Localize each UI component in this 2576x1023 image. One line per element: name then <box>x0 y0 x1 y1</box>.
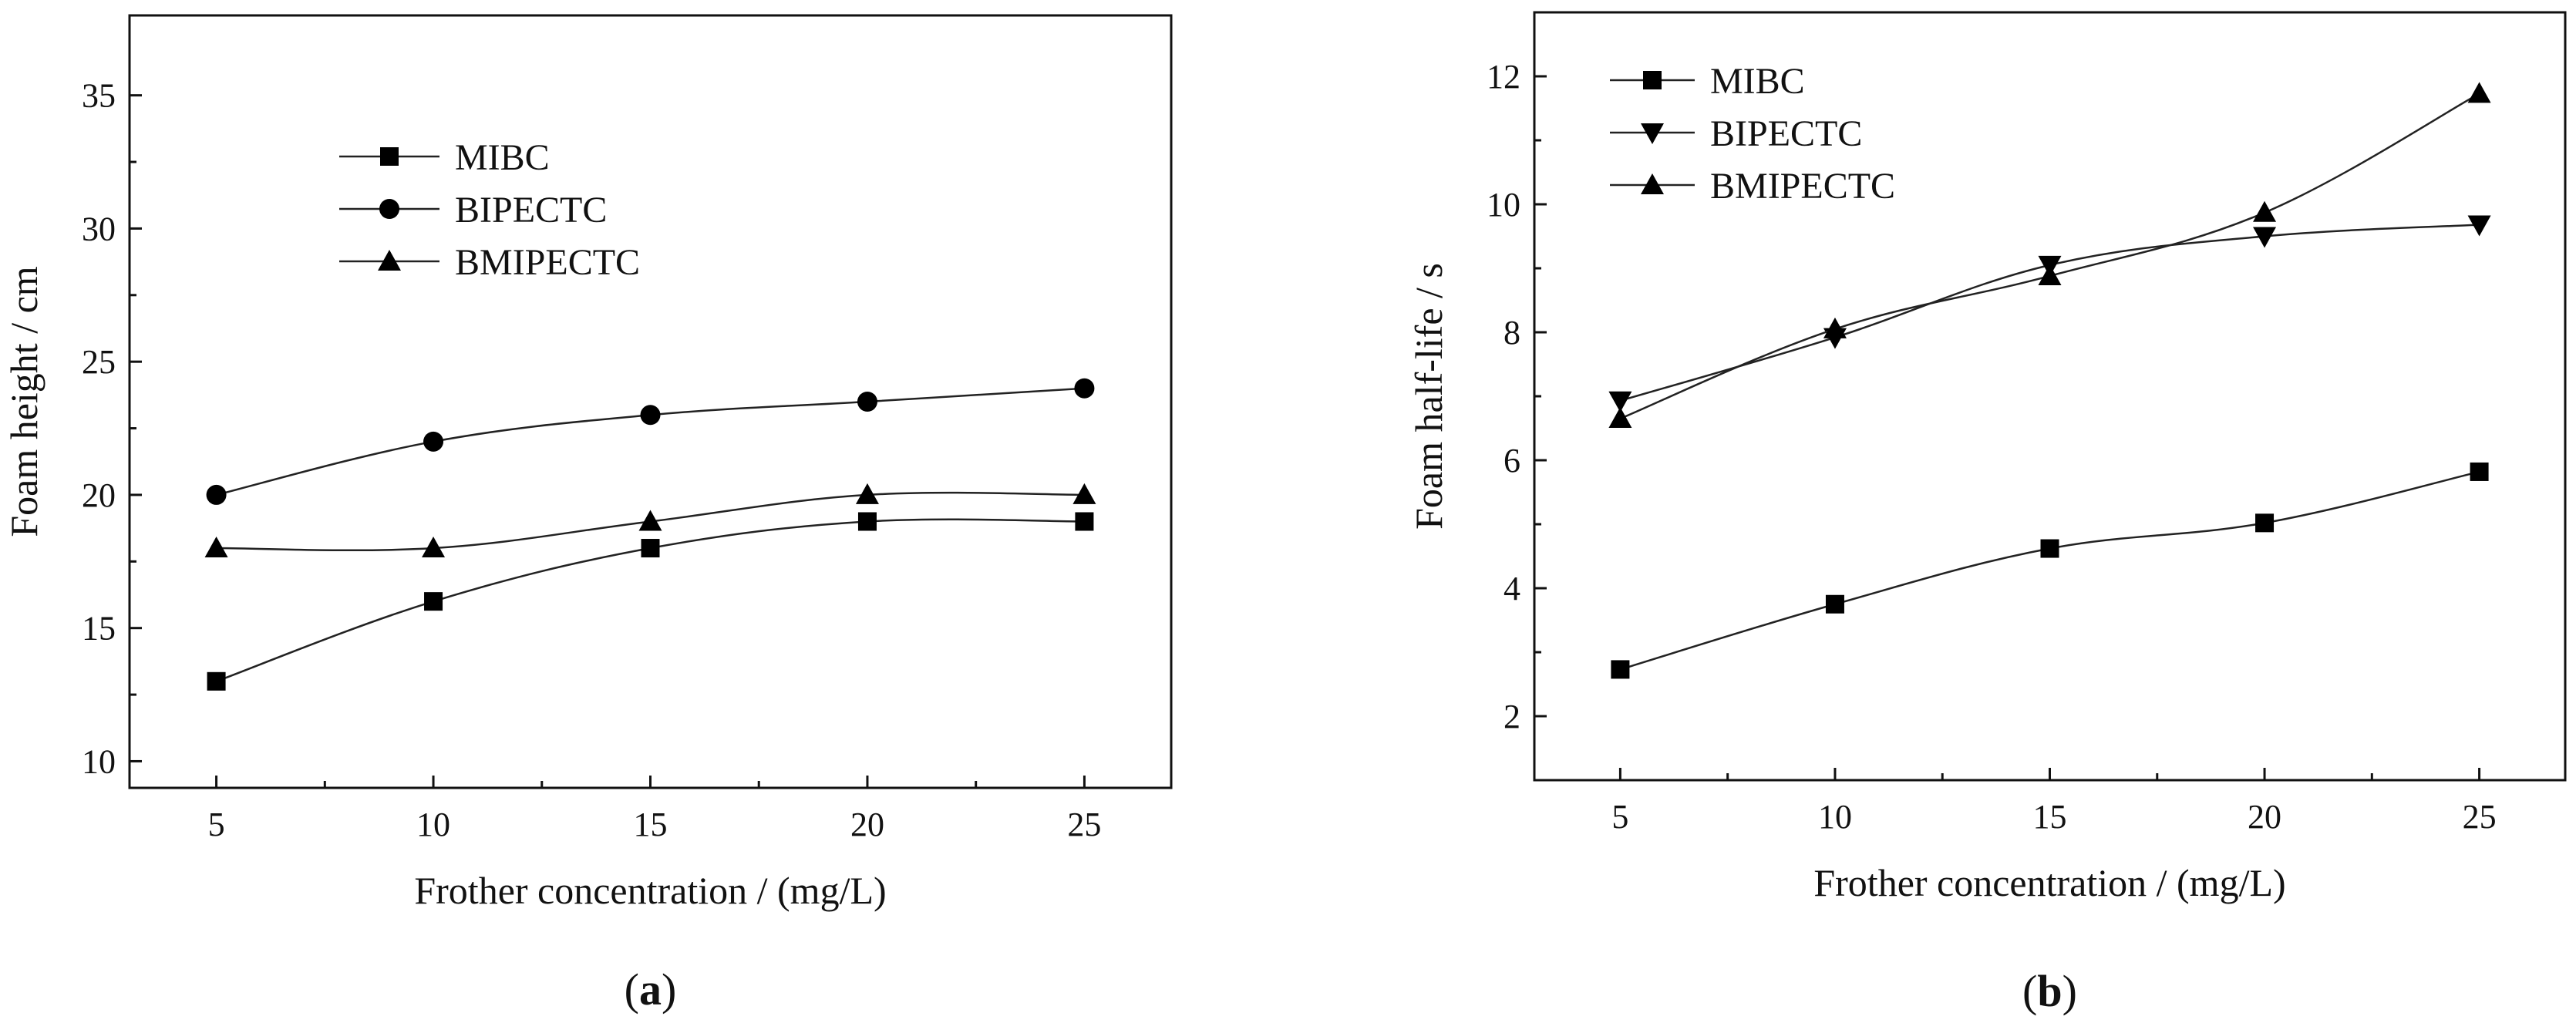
chart-0-panel-label-open: ( <box>625 964 639 1015</box>
chart-0-panel: 5 10 15 20 25 10 15 20 25 30 35 Frother concentrati… <box>2 14 1173 1015</box>
chart-1-legend-marker <box>1641 123 1664 144</box>
chart-0-series-2-point <box>422 537 446 558</box>
chart-1-series-2-point <box>2467 82 2491 103</box>
chart-0-legend-label: BIPECTC <box>455 190 607 231</box>
chart-1-series-0-point <box>2255 513 2275 533</box>
chart-1-y-tick-label: 8 <box>1504 314 1520 352</box>
chart-0-y-tick-label: 15 <box>82 610 116 648</box>
chart-1-y-tick-label: 10 <box>1487 186 1520 224</box>
chart-0-series-1-point <box>1074 378 1095 399</box>
chart-1-x-tick-label: 15 <box>2033 798 2067 836</box>
chart-0-series-0-point <box>207 671 226 691</box>
chart-0-series-1-point <box>206 484 227 505</box>
chart-0-plot-frame <box>128 14 1173 789</box>
chart-1-y-tick-label: 4 <box>1504 570 1520 607</box>
chart-1-x-tick-label: 25 <box>2463 798 2497 836</box>
chart-0-x-tick-label: 15 <box>634 806 668 843</box>
chart-1-series-2-point <box>1608 407 1632 429</box>
chart-0-x-axis-label: Frother concentration / (mg/L) <box>414 869 886 912</box>
chart-1-y-tick-label: 6 <box>1504 442 1520 480</box>
chart-1-series-0-point <box>2470 462 2489 481</box>
chart-0-panel-label: (a) <box>625 964 677 1015</box>
chart-1-series-1-point <box>2253 227 2277 248</box>
chart-0-series-0-point <box>857 512 877 531</box>
chart-0-legend-marker <box>380 147 399 166</box>
chart-1-legend-marker <box>1643 71 1662 89</box>
chart-1-x-axis-label: Frother concentration / (mg/L) <box>1813 861 2285 904</box>
chart-1-panel-label-close: ) <box>2062 966 2077 1016</box>
chart-1-y-axis-label: Foam half-life / s <box>1407 263 1450 530</box>
chart-0-legend-label: BMIPECTC <box>455 242 640 283</box>
chart-1-legend-label: BMIPECTC <box>1710 166 1895 207</box>
chart-1-series-2-point <box>1823 317 1847 338</box>
chart-0-legend: MIBC BIPECTC BMIPECTC <box>339 137 640 283</box>
chart-0-series-2-point <box>855 483 879 504</box>
chart-0-series-0-point <box>424 592 443 611</box>
chart-0-x-tick-label: 10 <box>416 806 450 843</box>
chart-1-y-tick-label: 2 <box>1504 698 1520 735</box>
chart-0-series-2-point <box>1072 483 1096 504</box>
chart-0-series-1-line <box>216 387 1085 496</box>
chart-1-series-1-point <box>1608 391 1632 412</box>
chart-0-series-2-point <box>638 510 662 531</box>
chart-1-panel-label-letter: b <box>2037 966 2062 1016</box>
chart-1-series-0-point <box>1611 660 1630 679</box>
chart-0-legend-marker <box>378 250 401 271</box>
chart-0-panel-label-close: ) <box>662 964 676 1015</box>
chart-0-series-1-point <box>857 392 877 412</box>
chart-1-panel: 5 10 15 20 25 2 4 6 8 10 12 Frother concentration /… <box>1407 11 2567 1016</box>
chart-1-legend-label: MIBC <box>1710 61 1805 102</box>
chart-0-x-tick-label: 25 <box>1067 806 1101 843</box>
chart-0-y-tick-label: 10 <box>82 742 116 780</box>
chart-0-y-tick-label: 30 <box>82 210 116 247</box>
chart-1-legend-label: BIPECTC <box>1710 113 1862 154</box>
chart-1-series-0-point <box>1825 594 1844 614</box>
chart-1-x-tick-label: 5 <box>1611 798 1628 836</box>
chart-0-y-tick-label: 20 <box>82 476 116 514</box>
chart-1-plot-frame <box>1533 11 2567 782</box>
chart-0-legend-label: MIBC <box>455 137 550 178</box>
chart-1-legend-marker <box>1641 173 1664 194</box>
chart-1-x-tick-label: 20 <box>2248 798 2281 836</box>
chart-1-series-2-point <box>2253 200 2277 222</box>
chart-1-series-0-point <box>2040 539 2059 558</box>
chart-0-series-1-point <box>423 431 444 452</box>
chart-0-y-tick-label: 35 <box>82 77 116 115</box>
chart-0-panel-label-letter: a <box>639 964 662 1015</box>
chart-0-series-1-point <box>640 405 661 426</box>
chart-1-legend: MIBC BIPECTC BMIPECTC <box>1610 61 1895 207</box>
chart-0-legend-marker <box>379 199 399 219</box>
chart-0-series-0-point <box>1075 512 1094 531</box>
chart-1-panel-label-open: ( <box>2022 966 2037 1016</box>
chart-0-y-tick-label: 25 <box>82 343 116 381</box>
chart-1-series-1-line <box>1620 224 2480 402</box>
chart-1-x-tick-label: 10 <box>1818 798 1852 836</box>
chart-1-series-1-point <box>2467 215 2491 237</box>
chart-0-x-tick-label: 20 <box>850 806 884 843</box>
chart-0-series-2-point <box>204 537 228 558</box>
chart-1-y-tick-label: 12 <box>1487 58 1520 96</box>
chart-1-series-2-point <box>2038 264 2062 285</box>
chart-1-panel-label: (b) <box>2022 966 2077 1016</box>
chart-0-y-axis-label: Foam height / cm <box>2 266 45 537</box>
chart-0-series-0-point <box>641 539 660 558</box>
chart-1-series-0-line <box>1620 470 2480 671</box>
chart-0-x-tick-label: 5 <box>208 806 225 843</box>
